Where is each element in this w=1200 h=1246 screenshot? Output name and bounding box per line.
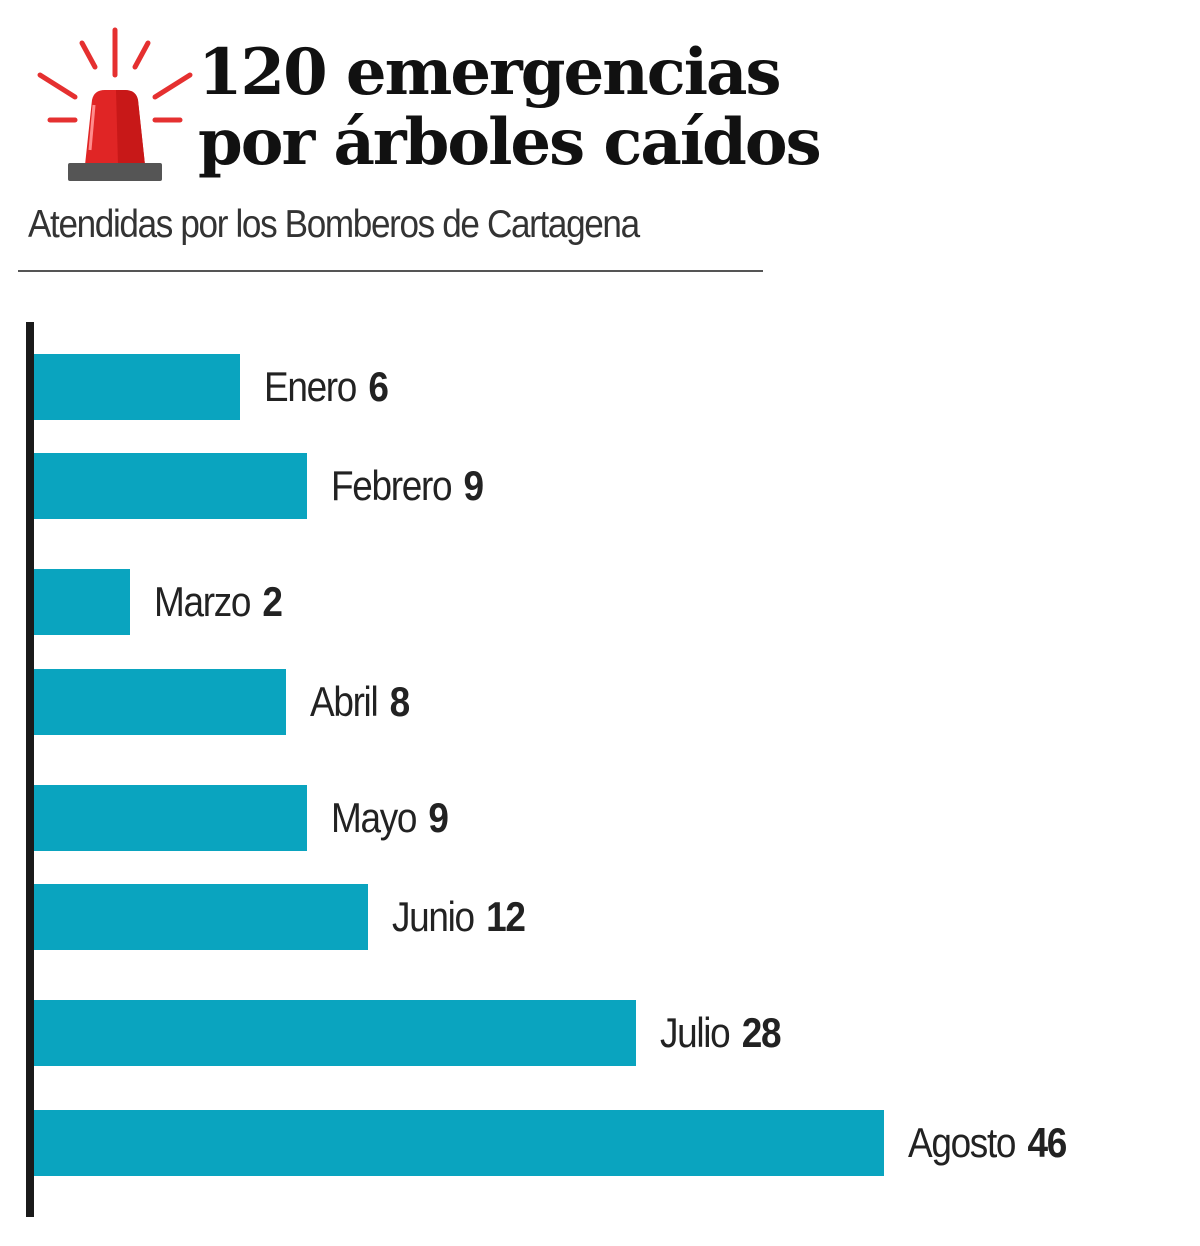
category-label: Marzo xyxy=(153,578,251,625)
category-label: Enero xyxy=(264,363,357,410)
bar-abril xyxy=(34,669,286,735)
value-label: 12 xyxy=(485,893,526,940)
title-line-2: por árboles caídos xyxy=(198,105,822,180)
chart-title: 120 emergencias por árboles caídos xyxy=(198,35,822,180)
bar-junio xyxy=(34,884,368,950)
bar-label: Marzo 2 xyxy=(153,569,283,635)
bar-label: Abril 8 xyxy=(309,669,410,735)
bar-label: Febrero 9 xyxy=(331,453,485,519)
chart-subtitle: Atendidas por los Bomberos de Cartagena xyxy=(28,203,640,246)
bar-label: Mayo 9 xyxy=(331,785,450,851)
bar-label: Enero 6 xyxy=(264,354,389,420)
value-label: 28 xyxy=(741,1009,782,1056)
bar-agosto xyxy=(34,1110,885,1176)
bar-marzo xyxy=(34,569,130,635)
value-label: 46 xyxy=(1027,1119,1068,1166)
y-axis-line xyxy=(26,322,34,1217)
value-label: 9 xyxy=(463,462,485,509)
value-label: 2 xyxy=(262,578,283,625)
value-label: 8 xyxy=(389,678,410,725)
category-label: Julio xyxy=(659,1009,731,1056)
title-line-1: 120 emergencias xyxy=(198,35,782,110)
category-label: Abril xyxy=(309,678,379,725)
bar-label: Junio 12 xyxy=(391,884,526,950)
bar-julio xyxy=(34,1000,636,1066)
value-label: 6 xyxy=(368,363,389,410)
bar-mayo xyxy=(34,785,308,851)
category-label: Mayo xyxy=(331,794,417,841)
category-label: Febrero xyxy=(331,462,452,509)
category-label: Agosto xyxy=(908,1119,1016,1166)
siren-icon xyxy=(37,27,193,181)
divider xyxy=(18,270,763,272)
bar-label: Julio 28 xyxy=(659,1000,782,1066)
bar-label: Agosto 46 xyxy=(908,1110,1068,1176)
category-label: Junio xyxy=(391,893,475,940)
bar-enero xyxy=(34,354,241,420)
value-label: 9 xyxy=(428,794,450,841)
bar-febrero xyxy=(34,453,308,519)
